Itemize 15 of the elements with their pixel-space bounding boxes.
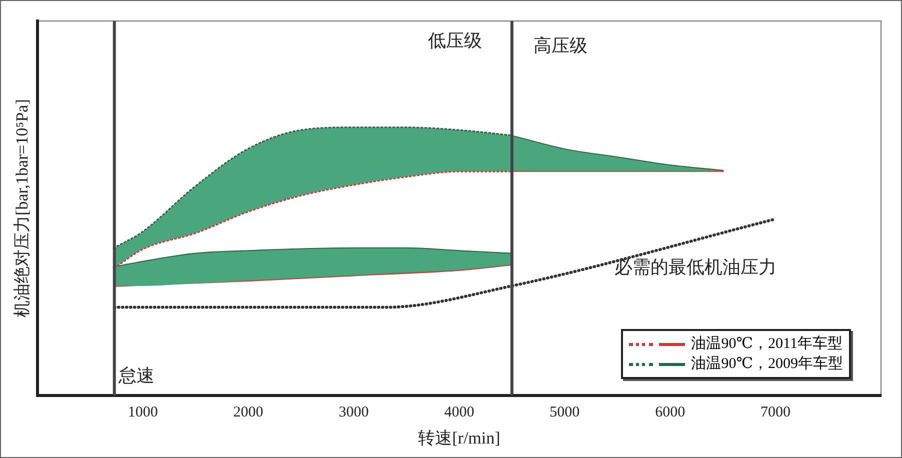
legend-label: 油温90℃，2011年车型 xyxy=(691,334,842,354)
text: 高压级 xyxy=(533,36,588,56)
x-axis-title: 转速[r/min] xyxy=(418,428,500,448)
x-tick-label: 4000 xyxy=(444,404,474,421)
x-tick-label: 6000 xyxy=(655,404,686,421)
x-tick-label: 2000 xyxy=(233,404,264,421)
legend-label: 油温90℃，2009年车型 xyxy=(691,354,843,374)
annotation: 必需的最低机油压力 xyxy=(614,256,776,277)
ref-line-label: 低压级 xyxy=(428,30,482,51)
y-axis-title: 机油绝对压力[bar,1bar=10⁵Pa] xyxy=(12,99,32,318)
x-tick-label: 3000 xyxy=(338,404,369,421)
x-tick-label: 1000 xyxy=(128,404,158,421)
x-tick-label: 5000 xyxy=(550,404,580,421)
ref-line-label: 怠速 xyxy=(117,365,154,386)
x-tick-label: 7000 xyxy=(760,404,791,421)
